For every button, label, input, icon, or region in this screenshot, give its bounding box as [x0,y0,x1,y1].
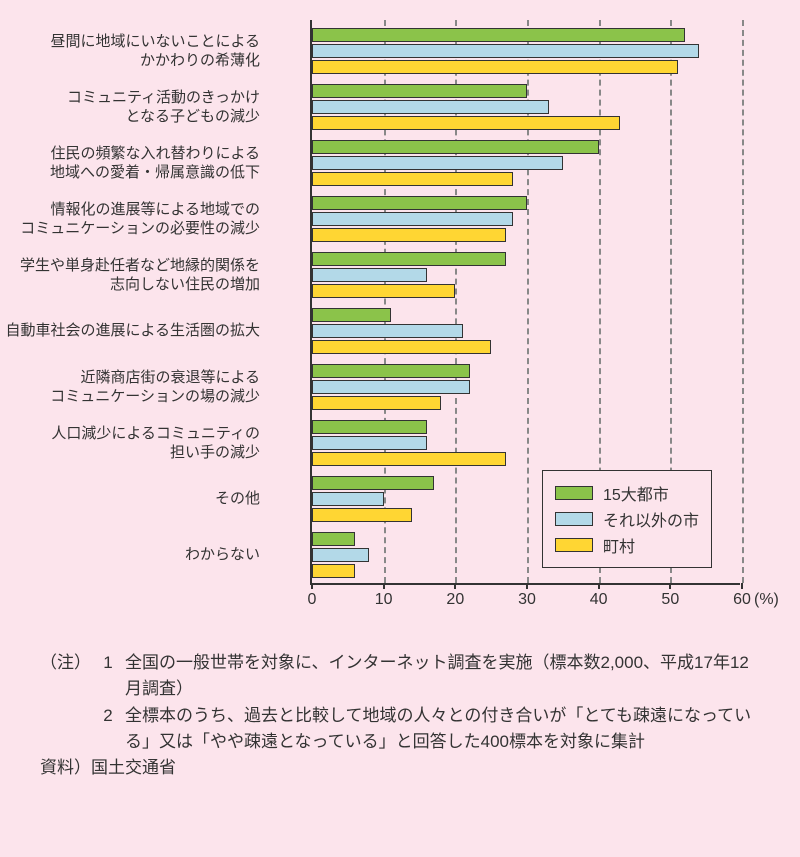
bar [312,228,506,242]
notes-prefix: （注） [40,650,91,703]
bar [312,100,549,114]
bar [312,340,491,354]
legend-item: 15大都市 [555,481,699,505]
note-index-2: 2 [91,703,125,756]
x-tick-label: 10 [375,591,393,609]
category-label: その他 [215,489,260,509]
chart-container: 昼間に地域にいないことによる かかわりの希薄化コミュニティ活動のきっかけ となる… [0,0,800,857]
category-label: 昼間に地域にいないことによる かかわりの希薄化 [50,32,260,71]
bar [312,28,685,42]
note-index-1: 1 [91,650,125,703]
x-tick [741,583,743,589]
bar [312,492,384,506]
bar [312,60,678,74]
legend-item: 町村 [555,533,699,557]
x-tick [311,583,313,589]
legend-label: それ以外の市 [603,507,699,531]
x-axis-unit: (%) [754,591,779,609]
note-text-2: 全標本のうち、過去と比較して地域の人々との付き合いが「とても疎遠になっている」又… [125,703,760,756]
x-tick-label: 0 [308,591,317,609]
bar [312,172,513,186]
x-tick [598,583,600,589]
bar [312,44,699,58]
x-tick-label: 30 [518,591,536,609]
bar [312,436,427,450]
bar [312,284,455,298]
bar [312,252,506,266]
bar [312,140,599,154]
note-text-1: 全国の一般世帯を対象に、インターネット調査を実施（標本数2,000、平成17年1… [125,650,760,703]
bar [312,452,506,466]
bar [312,212,513,226]
x-tick-label: 20 [446,591,464,609]
legend-swatch [555,512,593,526]
plot-region: 0102030405060(%)15大都市それ以外の市町村 [310,20,740,585]
category-label: 住民の頻繁な入れ替わりによる 地域への愛着・帰属意識の低下 [50,144,260,183]
legend-swatch [555,538,593,552]
bar [312,532,355,546]
bar [312,268,427,282]
legend: 15大都市それ以外の市町村 [542,470,712,568]
category-label: 学生や単身赴任者など地縁的関係を 志向しない住民の増加 [20,256,260,295]
x-tick [526,583,528,589]
bar [312,116,620,130]
source-text: 国土交通省 [91,755,760,781]
category-label: 情報化の進展等による地域での コミュニケーションの必要性の減少 [20,200,260,239]
category-label: 自動車社会の進展による生活圏の拡大 [5,321,260,341]
bar [312,508,412,522]
bar [312,548,369,562]
bar [312,564,355,578]
legend-swatch [555,486,593,500]
chart-area: 0102030405060(%)15大都市それ以外の市町村 [310,20,730,625]
x-tick [383,583,385,589]
bar [312,196,527,210]
category-label: わからない [185,545,260,565]
bar [312,324,463,338]
x-tick-label: 40 [590,591,608,609]
footnotes: （注） 1 全国の一般世帯を対象に、インターネット調査を実施（標本数2,000、… [40,650,760,782]
bar [312,476,434,490]
x-tick [454,583,456,589]
x-tick-label: 60 [733,591,751,609]
category-label: 人口減少によるコミュニティの 担い手の減少 [51,424,260,463]
bar [312,396,441,410]
x-tick [669,583,671,589]
legend-item: それ以外の市 [555,507,699,531]
gridline [742,20,744,583]
legend-label: 町村 [603,533,635,557]
category-label: コミュニティ活動のきっかけ となる子どもの減少 [67,88,260,127]
legend-label: 15大都市 [603,481,669,505]
bar [312,364,470,378]
bar [312,84,527,98]
bar [312,380,470,394]
bar [312,420,427,434]
source-label: 資料） [40,755,91,781]
x-tick-label: 50 [661,591,679,609]
bar [312,308,391,322]
category-label: 近隣商店街の衰退等による コミュニケーションの場の減少 [50,368,260,407]
bar [312,156,563,170]
